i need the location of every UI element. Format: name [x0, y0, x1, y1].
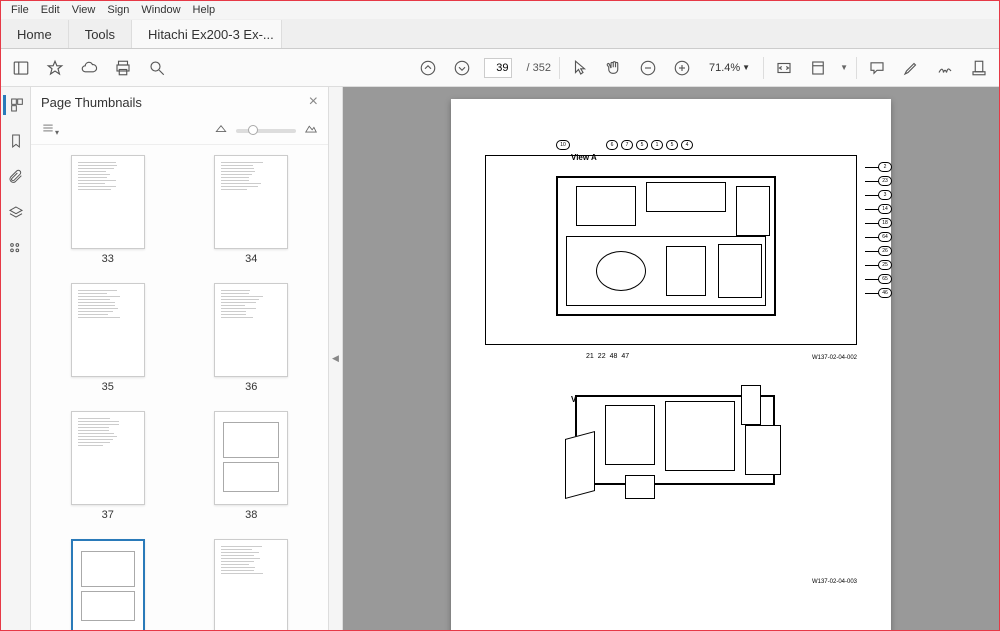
- rail-thumbnails-icon[interactable]: [3, 95, 26, 115]
- zoom-in-icon[interactable]: [670, 56, 694, 80]
- toolbar: / 352 71.4%▼ ▼: [1, 49, 999, 87]
- rail-more-icon[interactable]: [6, 239, 26, 259]
- callout: 47: [621, 353, 629, 360]
- callout: 22: [598, 353, 606, 360]
- zoom-out-icon[interactable]: [636, 56, 660, 80]
- panel-collapse-handle[interactable]: ◀: [329, 87, 343, 630]
- thumbnail-page[interactable]: 37: [51, 411, 165, 521]
- thumbnail-label: 35: [102, 381, 114, 393]
- thumbnail-label: 37: [102, 509, 114, 521]
- callout: 23: [878, 176, 892, 186]
- thumb-size-large-icon[interactable]: [304, 121, 318, 140]
- callout: 6: [606, 140, 618, 150]
- menu-file[interactable]: File: [5, 4, 35, 16]
- tab-home[interactable]: Home: [1, 20, 69, 48]
- fit-width-icon[interactable]: [772, 56, 796, 80]
- nav-rail: [1, 87, 31, 630]
- cloud-icon[interactable]: [77, 56, 101, 80]
- callout: 1: [651, 140, 663, 150]
- menu-sign[interactable]: Sign: [101, 4, 135, 16]
- thumbnail-page[interactable]: 33: [51, 155, 165, 265]
- callout: 25: [878, 260, 892, 270]
- callout: 46: [878, 288, 892, 298]
- menu-edit[interactable]: Edit: [35, 4, 66, 16]
- rail-attachment-icon[interactable]: [6, 167, 26, 187]
- callout: 7: [621, 140, 633, 150]
- callout: 65: [878, 274, 892, 284]
- callout: 64: [878, 232, 892, 242]
- thumbnail-page[interactable]: 40: [195, 539, 309, 630]
- thumbnails-grid[interactable]: 33343536373839404142: [31, 145, 328, 630]
- figure-a-code: W137-02-04-002: [812, 355, 857, 361]
- comment-icon[interactable]: [865, 56, 889, 80]
- rail-layers-icon[interactable]: [6, 203, 26, 223]
- tab-bar: Home Tools Hitachi Ex200-3 Ex-... ×: [1, 19, 999, 49]
- thumbnails-panel: Page Thumbnails × ▾ 33343536373839404142: [31, 87, 329, 630]
- tab-document[interactable]: Hitachi Ex200-3 Ex-... ×: [132, 20, 282, 48]
- callout: 18: [878, 218, 892, 228]
- thumb-size-small-icon[interactable]: [214, 121, 228, 140]
- figure-view-b: [485, 365, 857, 525]
- fit-page-icon[interactable]: [806, 56, 830, 80]
- menu-bar: File Edit View Sign Window Help: [1, 1, 999, 19]
- page-down-icon[interactable]: [450, 56, 474, 80]
- thumbnail-label: 33: [102, 253, 114, 265]
- thumbnails-title: Page Thumbnails: [41, 95, 142, 110]
- rail-bookmark-icon[interactable]: [6, 131, 26, 151]
- pointer-icon[interactable]: [568, 56, 592, 80]
- menu-view[interactable]: View: [66, 4, 102, 16]
- thumbnail-label: 36: [245, 381, 257, 393]
- page-number-input[interactable]: [484, 58, 512, 78]
- callouts-top: 675154: [606, 140, 693, 150]
- document-viewport[interactable]: View A 675154 10 223314186426256546: [343, 87, 999, 630]
- thumbnail-page[interactable]: 39: [51, 539, 165, 630]
- callout: 21: [586, 353, 594, 360]
- callout: 3: [878, 190, 892, 200]
- pdf-page: View A 675154 10 223314186426256546: [451, 99, 891, 630]
- search-icon[interactable]: [145, 56, 169, 80]
- thumbnail-label: 38: [245, 509, 257, 521]
- callout: 4: [681, 140, 693, 150]
- thumbnails-options-icon[interactable]: ▾: [41, 121, 59, 140]
- page-total-label: / 352: [526, 62, 550, 74]
- callouts-right-a: 2 23 3 14 18 64 26 25 65 46: [878, 162, 892, 298]
- hand-icon[interactable]: [602, 56, 626, 80]
- print-icon[interactable]: [111, 56, 135, 80]
- callout: 5: [666, 140, 678, 150]
- figure-view-a: 675154 10 223314186426256546 21224847: [485, 155, 857, 345]
- thumbnail-page[interactable]: 34: [195, 155, 309, 265]
- stamp-icon[interactable]: [967, 56, 991, 80]
- menu-help[interactable]: Help: [187, 4, 222, 16]
- fit-dropdown-icon[interactable]: ▼: [840, 63, 848, 72]
- zoom-dropdown[interactable]: 71.4%▼: [704, 59, 755, 77]
- sidebar-toggle-button[interactable]: [9, 56, 33, 80]
- figure-b-code: W137-02-04-003: [812, 579, 857, 585]
- menu-window[interactable]: Window: [135, 4, 186, 16]
- thumb-size-slider[interactable]: [236, 129, 296, 133]
- callout: 5: [636, 140, 648, 150]
- tab-tools[interactable]: Tools: [69, 20, 132, 48]
- thumbnail-page[interactable]: 36: [195, 283, 309, 393]
- callout: 2: [878, 162, 892, 172]
- callout: 48: [610, 353, 618, 360]
- tab-document-label: Hitachi Ex200-3 Ex-...: [148, 27, 274, 42]
- callouts-bottom-a: 21 22 4847: [586, 353, 629, 360]
- main-area: Page Thumbnails × ▾ 33343536373839404142…: [1, 87, 999, 630]
- callout: 26: [878, 246, 892, 256]
- thumbnails-close-icon[interactable]: ×: [309, 93, 318, 111]
- signature-icon[interactable]: [933, 56, 957, 80]
- thumbnail-page[interactable]: 35: [51, 283, 165, 393]
- star-icon[interactable]: [43, 56, 67, 80]
- callout-left: 10: [556, 140, 570, 150]
- thumbnail-page[interactable]: 38: [195, 411, 309, 521]
- thumbnail-label: 34: [245, 253, 257, 265]
- callout: 14: [878, 204, 892, 214]
- highlight-icon[interactable]: [899, 56, 923, 80]
- page-up-icon[interactable]: [416, 56, 440, 80]
